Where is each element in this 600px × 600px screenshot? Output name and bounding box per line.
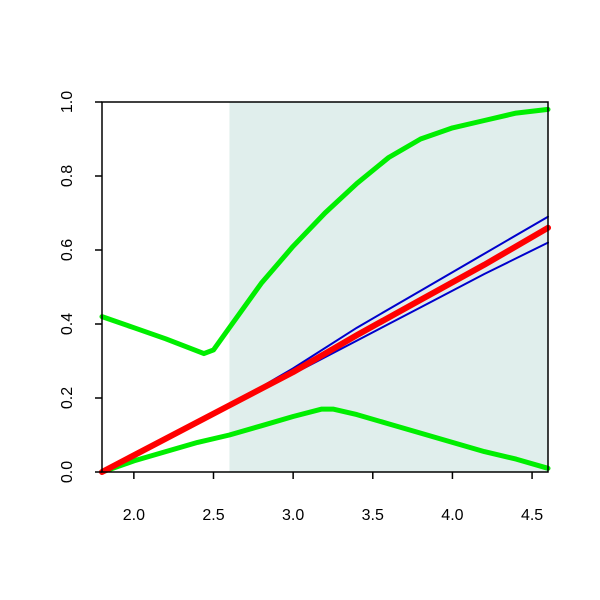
shaded-region-layer [229, 102, 548, 472]
x-tick-label: 2.5 [202, 507, 224, 524]
x-tick-label: 4.5 [521, 507, 543, 524]
shaded-region [229, 102, 548, 472]
y-tick-label: 0.4 [59, 313, 76, 335]
series-red-line [99, 224, 551, 475]
series-upper-green-line [99, 106, 551, 357]
series-layer [99, 106, 551, 475]
y-tick-label: 1.0 [59, 91, 76, 113]
x-tick-label: 2.0 [123, 507, 145, 524]
x-tick-label: 3.5 [362, 507, 384, 524]
plot-frame [101, 101, 549, 473]
y-tick-label: 0.8 [59, 165, 76, 187]
y-tick-label: 0.0 [59, 461, 76, 483]
axes-layer: 2.0 2.5 3.0 3.5 4.0 4.5 0.0 0.2 0.4 0.6 0.8 1.0 [59, 91, 549, 524]
x-tick-label: 3.0 [282, 507, 304, 524]
y-tick-label: 0.2 [59, 387, 76, 409]
series-lower-green-line [99, 406, 551, 475]
x-tick-label: 4.0 [441, 507, 463, 524]
y-tick-label: 0.6 [59, 239, 76, 261]
